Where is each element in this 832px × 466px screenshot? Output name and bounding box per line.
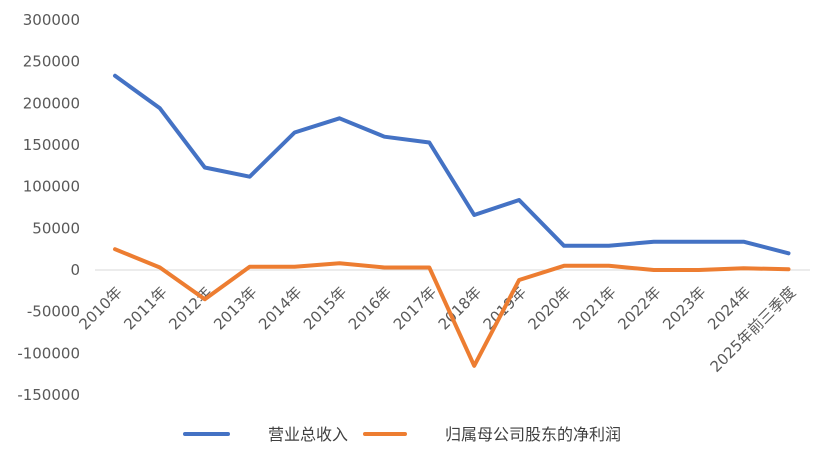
- data-point: [653, 269, 655, 271]
- y-tick-label: 250000: [23, 53, 80, 71]
- y-axis: 300000 250000 200000 150000 100000 50000 0 -500…: [17, 11, 80, 404]
- x-tick-label: 2010年: [75, 283, 125, 333]
- x-tick-label: 2011年: [120, 283, 170, 333]
- data-point: [249, 176, 251, 178]
- x-tick-label: 2023年: [659, 283, 709, 333]
- data-point: [383, 136, 385, 138]
- data-point: [428, 142, 430, 143]
- data-point: [608, 265, 610, 267]
- x-tick-label: 2015年: [300, 283, 350, 333]
- legend: 营业总收入 归属母公司股东的净利润: [183, 425, 621, 444]
- data-point: [294, 132, 296, 133]
- legend-label: 归属母公司股东的净利润: [445, 425, 621, 444]
- data-point: [698, 241, 700, 243]
- data-point: [608, 245, 610, 247]
- series-line-0: [113, 73, 791, 256]
- x-axis: 2010年2011年2012年2013年2014年2015年2016年2017年…: [75, 283, 799, 376]
- data-point: [698, 269, 700, 271]
- data-point: [339, 117, 340, 119]
- data-point: [788, 268, 789, 270]
- y-tick-label: 300000: [23, 11, 80, 29]
- data-point: [653, 241, 655, 243]
- x-tick-label: 2021年: [569, 283, 619, 333]
- series-layer: [95, 73, 810, 368]
- y-tick-label: 0: [70, 261, 80, 279]
- y-tick-label: 50000: [32, 219, 80, 237]
- data-point: [563, 245, 565, 247]
- data-point: [473, 365, 475, 367]
- y-tick-label: 100000: [23, 178, 80, 196]
- data-point: [788, 252, 789, 254]
- data-point: [294, 266, 296, 268]
- data-point: [249, 266, 251, 268]
- data-point: [339, 262, 340, 264]
- series-line-1: [113, 247, 791, 368]
- data-point: [159, 267, 161, 268]
- x-tick-label: 2018年: [435, 283, 485, 333]
- y-tick-label: 200000: [23, 94, 80, 112]
- y-tick-label: -150000: [17, 386, 80, 404]
- x-tick-label: 2022年: [614, 283, 664, 333]
- legend-label: 营业总收入: [268, 425, 348, 444]
- data-point: [383, 267, 385, 268]
- data-point: [563, 265, 565, 267]
- data-point: [473, 214, 475, 216]
- data-point: [428, 267, 430, 268]
- y-tick-label: 150000: [23, 136, 80, 154]
- x-tick-label: 2014年: [255, 283, 305, 333]
- data-point: [518, 199, 520, 201]
- x-tick-label: 2020年: [524, 283, 574, 333]
- x-tick-label: 2017年: [390, 283, 440, 333]
- x-tick-label: 2016年: [345, 283, 395, 333]
- data-point: [159, 107, 161, 109]
- data-point: [204, 298, 206, 300]
- data-point: [518, 279, 520, 281]
- data-point: [114, 248, 116, 250]
- y-tick-label: -100000: [17, 344, 80, 362]
- data-point: [743, 241, 745, 243]
- y-tick-label: -50000: [27, 303, 80, 321]
- data-point: [204, 167, 206, 168]
- data-point: [743, 267, 745, 269]
- data-point: [114, 75, 116, 77]
